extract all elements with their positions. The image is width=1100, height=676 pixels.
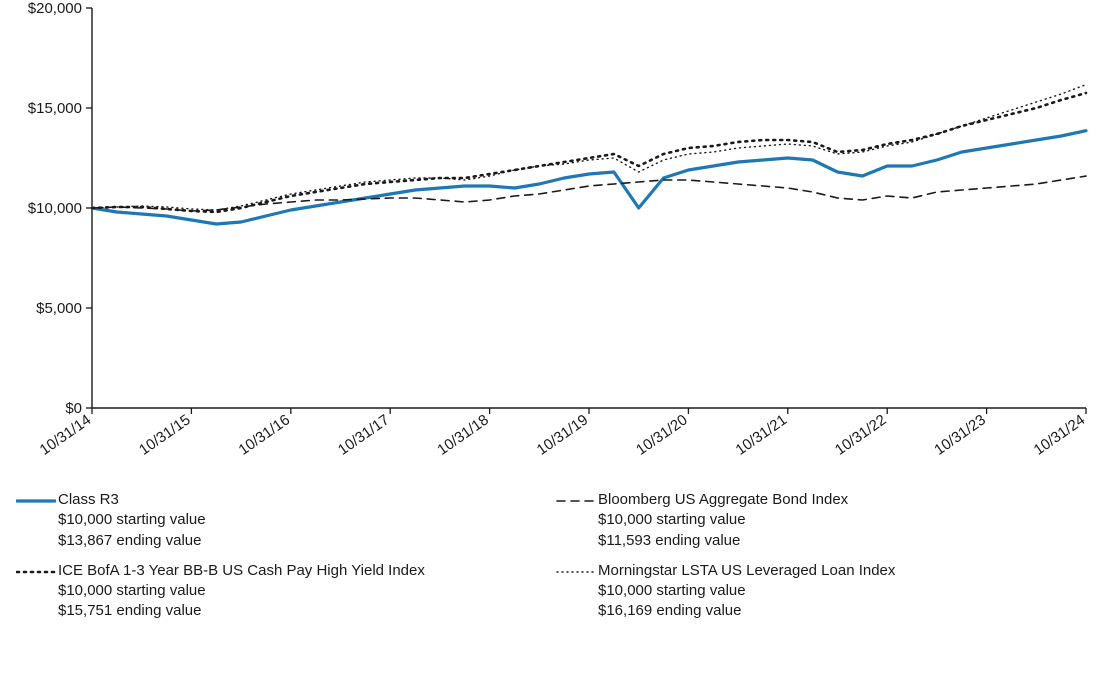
legend-swatch-class_r3 bbox=[14, 494, 58, 508]
legend-start: $10,000 starting value bbox=[58, 510, 206, 530]
x-tick-label: 10/31/21 bbox=[733, 411, 791, 458]
legend-end: $15,751 ending value bbox=[58, 601, 425, 621]
legend-swatch-bloomberg_agg bbox=[554, 494, 598, 508]
series-class_r3 bbox=[92, 131, 1086, 224]
legend-name: ICE BofA 1-3 Year BB-B US Cash Pay High … bbox=[58, 561, 425, 581]
x-tick-label: 10/31/23 bbox=[931, 411, 989, 458]
x-tick-label: 10/31/19 bbox=[534, 411, 592, 458]
x-tick-label: 10/31/16 bbox=[236, 411, 294, 458]
x-tick-label: 10/31/15 bbox=[136, 411, 194, 458]
legend-swatch-ice_bofa bbox=[14, 565, 58, 579]
series-ice_bofa bbox=[92, 93, 1086, 212]
y-tick-label: $15,000 bbox=[28, 100, 82, 117]
legend-end: $11,593 ending value bbox=[598, 531, 848, 551]
y-tick-label: $10,000 bbox=[28, 200, 82, 217]
legend-column-left: Class R3$10,000 starting value$13,867 en… bbox=[14, 490, 554, 632]
series-morningstar_lsta bbox=[92, 85, 1086, 210]
x-tick-label: 10/31/22 bbox=[832, 411, 890, 458]
legend-start: $10,000 starting value bbox=[598, 510, 848, 530]
legend-item-morningstar_lsta: Morningstar LSTA US Leveraged Loan Index… bbox=[554, 561, 1074, 622]
legend-swatch-morningstar_lsta bbox=[554, 565, 598, 579]
legend-end: $16,169 ending value bbox=[598, 601, 895, 621]
chart-svg: $0$5,000$10,000$15,000$20,00010/31/1410/… bbox=[0, 0, 1100, 470]
legend-start: $10,000 starting value bbox=[598, 581, 895, 601]
legend-item-ice_bofa: ICE BofA 1-3 Year BB-B US Cash Pay High … bbox=[14, 561, 554, 622]
x-tick-label: 10/31/20 bbox=[633, 411, 691, 458]
legend-column-right: Bloomberg US Aggregate Bond Index$10,000… bbox=[554, 490, 1074, 632]
legend-end: $13,867 ending value bbox=[58, 531, 206, 551]
legend-name: Class R3 bbox=[58, 490, 206, 510]
legend-start: $10,000 starting value bbox=[58, 581, 425, 601]
legend-item-bloomberg_agg: Bloomberg US Aggregate Bond Index$10,000… bbox=[554, 490, 1074, 551]
y-tick-label: $5,000 bbox=[36, 300, 82, 317]
legend-name: Morningstar LSTA US Leveraged Loan Index bbox=[598, 561, 895, 581]
x-tick-label: 10/31/18 bbox=[434, 411, 492, 458]
legend-item-class_r3: Class R3$10,000 starting value$13,867 en… bbox=[14, 490, 554, 551]
x-tick-label: 10/31/14 bbox=[37, 411, 95, 458]
legend-name: Bloomberg US Aggregate Bond Index bbox=[598, 490, 848, 510]
x-tick-label: 10/31/17 bbox=[335, 411, 393, 458]
y-tick-label: $20,000 bbox=[28, 0, 82, 17]
legend: Class R3$10,000 starting value$13,867 en… bbox=[0, 490, 1100, 632]
growth-of-10k-chart: $0$5,000$10,000$15,000$20,00010/31/1410/… bbox=[0, 0, 1100, 676]
x-tick-label: 10/31/24 bbox=[1031, 411, 1089, 458]
